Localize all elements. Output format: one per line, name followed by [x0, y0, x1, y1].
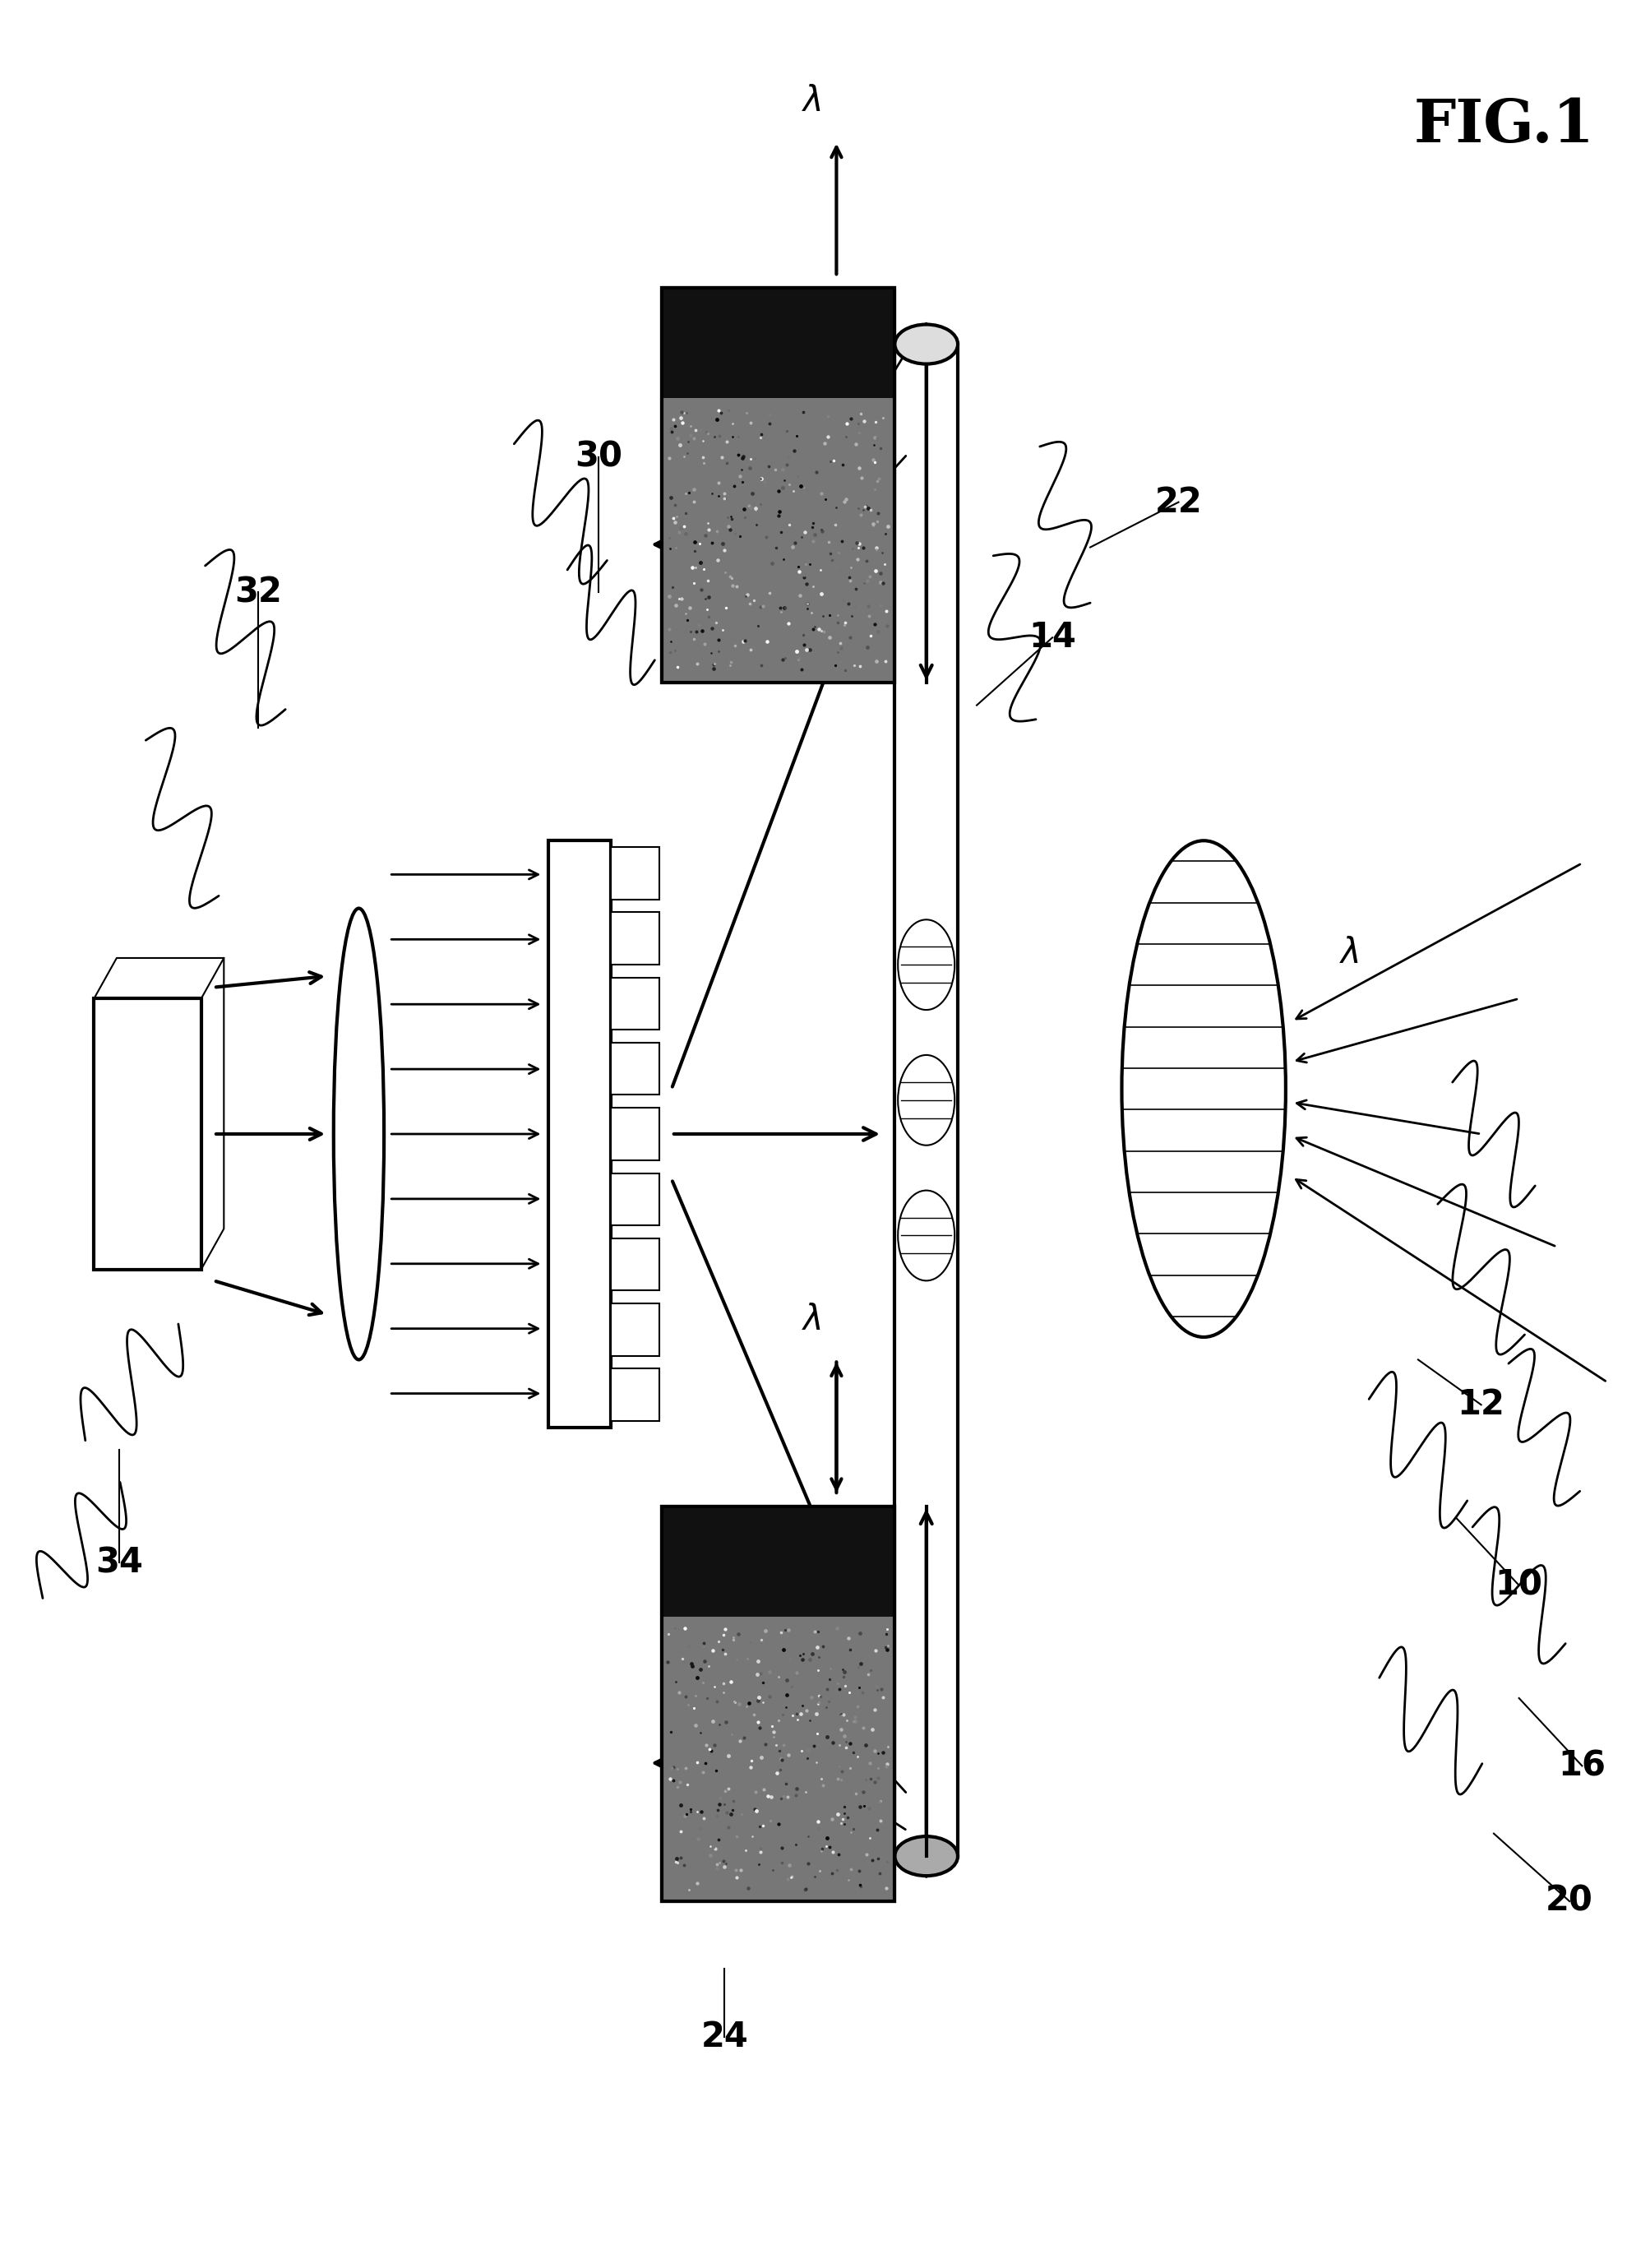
Bar [610, 1238, 658, 1290]
Text: 18: 18 [802, 1771, 848, 1805]
Text: 24: 24 [701, 2019, 747, 2055]
Text: 22: 22 [1155, 485, 1201, 519]
Bar [610, 978, 658, 1030]
Bar [610, 1043, 658, 1095]
Ellipse shape [333, 909, 384, 1359]
Bar [94, 998, 201, 1270]
Bar [610, 1304, 658, 1356]
Text: 30: 30 [574, 440, 622, 474]
Ellipse shape [894, 324, 957, 363]
Bar [662, 288, 894, 683]
Bar [662, 288, 894, 683]
Bar [610, 1368, 658, 1420]
Text: 20: 20 [1544, 1885, 1592, 1919]
Bar [610, 848, 658, 900]
Bar [662, 288, 894, 399]
Text: 12: 12 [1457, 1388, 1505, 1422]
Bar [662, 1506, 894, 1901]
Text: $\lambda$: $\lambda$ [800, 84, 820, 118]
Bar [610, 1109, 658, 1159]
Text: 14: 14 [1028, 619, 1076, 655]
Text: $\lambda$: $\lambda$ [1338, 937, 1358, 971]
Ellipse shape [1122, 841, 1285, 1338]
Text: 34: 34 [96, 1545, 144, 1581]
Text: $\lambda$: $\lambda$ [800, 1302, 820, 1338]
Bar [662, 1506, 894, 1901]
Bar [662, 1506, 894, 1617]
Bar [662, 399, 894, 683]
Text: 10: 10 [1495, 1567, 1543, 1603]
Text: 16: 16 [1558, 1749, 1605, 1783]
Bar [662, 1617, 894, 1901]
Ellipse shape [894, 1837, 957, 1876]
Bar [610, 912, 658, 964]
Text: FIG.1: FIG.1 [1412, 95, 1594, 154]
Bar [610, 1173, 658, 1225]
Bar [548, 841, 610, 1427]
Text: 32: 32 [234, 576, 282, 610]
